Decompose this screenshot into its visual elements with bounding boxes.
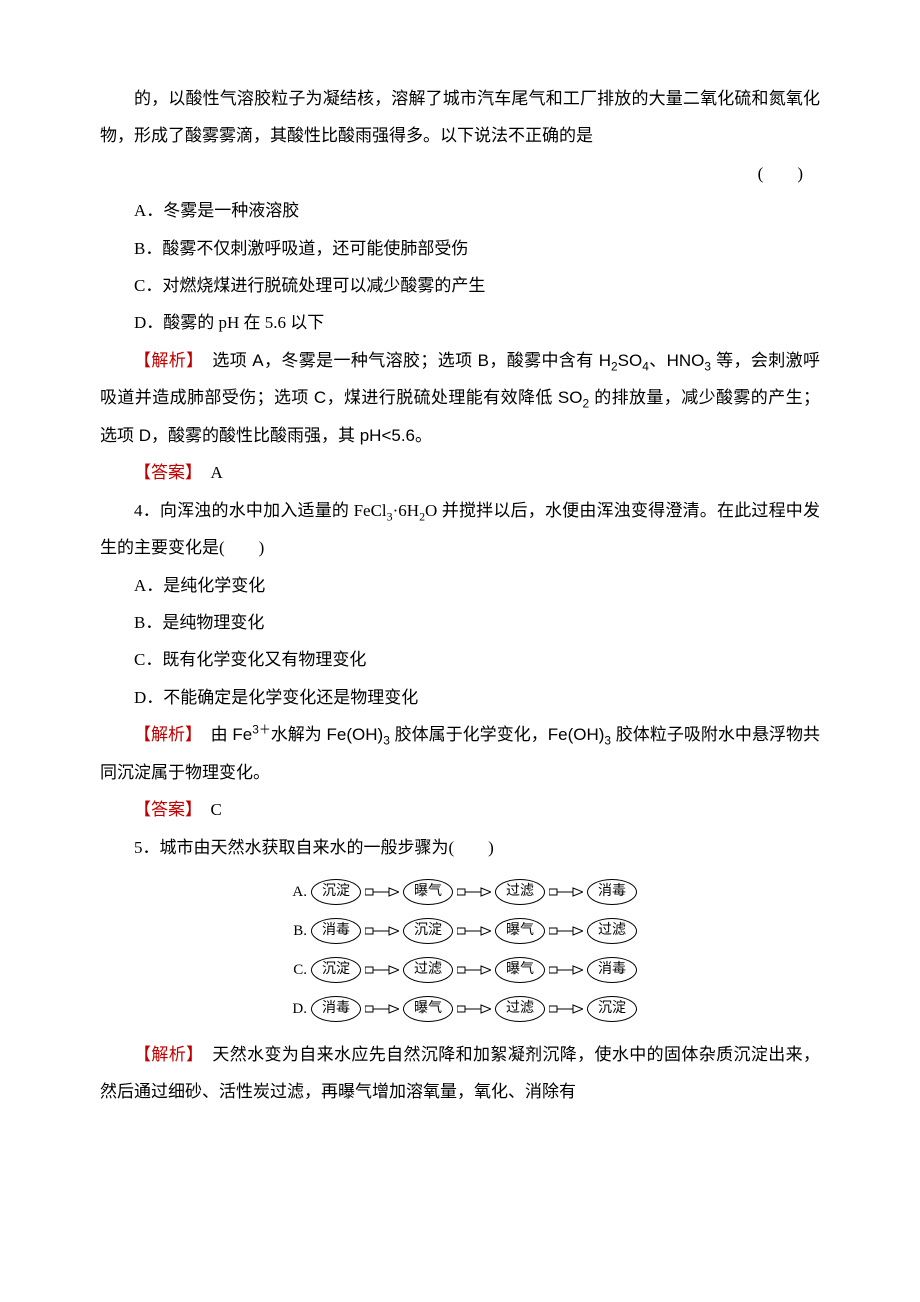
arrow-icon — [549, 963, 583, 977]
q4-analysis-text-1: 由 Fe — [194, 725, 253, 744]
flow-row: B.消毒 沉淀 曝气 过滤 — [100, 915, 820, 948]
flow-node: 过滤 — [403, 957, 453, 983]
q3-optB: B．酸雾不仅刺激呼吸道，还可能使肺部受伤 — [100, 230, 820, 267]
flow-option-label: B. — [283, 915, 307, 948]
flow-node: 沉淀 — [311, 879, 361, 905]
flow-node: 消毒 — [311, 918, 361, 944]
flow-node: 沉淀 — [587, 996, 637, 1022]
q4-stem-text-2: ·6H — [393, 501, 419, 520]
arrow-icon — [365, 924, 399, 938]
q5-flow-diagram: A.沉淀曝气过滤消毒B.消毒沉淀曝气过滤C.沉淀过滤曝气消毒D.消毒曝气过滤沉淀 — [100, 876, 820, 1026]
q5-analysis-text: 天然水变为自来水应先自然沉降和加絮凝剂沉降，使水中的固体杂质沉淀出来，然后通过细… — [100, 1045, 820, 1101]
answer-label-2: 【答案】 — [134, 800, 194, 819]
q3-analysis: 【解析】 选项 A，冬雾是一种气溶胶；选项 B，酸雾中含有 H2SO4、HNO3… — [100, 342, 820, 455]
flow-node: 消毒 — [311, 996, 361, 1022]
sub-3c: 3 — [383, 734, 390, 748]
sub-4: 4 — [642, 359, 649, 373]
arrow-icon — [365, 1002, 399, 1016]
q4-analysis: 【解析】 由 Fe3＋水解为 Fe(OH)3 胶体属于化学变化，Fe(OH)3 … — [100, 716, 820, 791]
q4-optA: A．是纯化学变化 — [100, 567, 820, 604]
flow-row: C.沉淀 过滤 曝气 消毒 — [100, 954, 820, 987]
q4-stem-text-1: 4．向浑浊的水中加入适量的 FeCl — [134, 501, 387, 520]
arrow-icon — [549, 924, 583, 938]
analysis-label: 【解析】 — [134, 351, 195, 370]
analysis-label-3: 【解析】 — [134, 1045, 195, 1064]
arrow-icon — [457, 1002, 491, 1016]
flow-node: 曝气 — [495, 957, 545, 983]
q3-answer: 【答案】 A — [100, 454, 820, 491]
analysis-label-2: 【解析】 — [134, 725, 194, 744]
flow-node: 曝气 — [403, 996, 453, 1022]
q4-optC: C．既有化学变化又有物理变化 — [100, 641, 820, 678]
flow-node: 消毒 — [587, 957, 637, 983]
q5-stem: 5．城市由天然水获取自来水的一般步骤为( ) — [100, 829, 820, 866]
arrow-icon — [457, 963, 491, 977]
arrow-icon — [457, 885, 491, 899]
flow-node: 过滤 — [587, 918, 637, 944]
q3-paren: ( ) — [100, 155, 820, 192]
q3-analysis-text-3: 、HNO — [649, 351, 705, 370]
q3-optD: D．酸雾的 pH 在 5.6 以下 — [100, 304, 820, 341]
arrow-icon — [549, 885, 583, 899]
q5-analysis: 【解析】 天然水变为自来水应先自然沉降和加絮凝剂沉降，使水中的固体杂质沉淀出来，… — [100, 1036, 820, 1111]
flow-node: 沉淀 — [403, 918, 453, 944]
q3-optC: C．对燃烧煤进行脱硫处理可以减少酸雾的产生 — [100, 267, 820, 304]
flow-row: D.消毒 曝气 过滤 沉淀 — [100, 993, 820, 1026]
flow-row: A.沉淀 曝气 过滤 消毒 — [100, 876, 820, 909]
flow-node: 过滤 — [495, 996, 545, 1022]
arrow-icon — [365, 963, 399, 977]
q4-optB: B．是纯物理变化 — [100, 604, 820, 641]
arrow-icon — [457, 924, 491, 938]
q5-stem-text: 5．城市由天然水获取自来水的一般步骤为( ) — [134, 838, 494, 857]
flow-option-label: A. — [283, 876, 307, 909]
q4-analysis-text-3: 胶体属于化学变化，Fe(OH) — [390, 725, 605, 744]
flow-node: 曝气 — [403, 879, 453, 905]
answer-label: 【答案】 — [134, 463, 194, 482]
q3-intro: 的，以酸性气溶胶粒子为凝结核，溶解了城市汽车尾气和工厂排放的大量二氧化硫和氮氧化… — [100, 80, 820, 155]
sub-2: 2 — [611, 359, 618, 373]
flow-node: 过滤 — [495, 879, 545, 905]
q4-answer: 【答案】 C — [100, 791, 820, 828]
arrow-icon — [365, 885, 399, 899]
flow-option-label: D. — [283, 993, 307, 1026]
flow-node: 消毒 — [587, 879, 637, 905]
flow-node: 曝气 — [495, 918, 545, 944]
q4-stem: 4．向浑浊的水中加入适量的 FeCl3·6H2O 并搅拌以后，水便由浑浊变得澄清… — [100, 492, 820, 567]
q3-analysis-text-1: 选项 A，冬雾是一种气溶胶；选项 B，酸雾中含有 H — [195, 351, 611, 370]
q3-optA: A．冬雾是一种液溶胶 — [100, 192, 820, 229]
flow-node: 沉淀 — [311, 957, 361, 983]
flow-option-label: C. — [283, 954, 307, 987]
q3-answer-text: A — [194, 463, 223, 482]
q4-answer-text: C — [194, 800, 222, 819]
q4-analysis-text-2: 水解为 Fe(OH) — [271, 725, 383, 744]
arrow-icon — [549, 1002, 583, 1016]
sup-3plus: 3＋ — [252, 723, 271, 737]
q4-optD: D．不能确定是化学变化还是物理变化 — [100, 679, 820, 716]
q3-analysis-text-2: SO — [618, 351, 643, 370]
